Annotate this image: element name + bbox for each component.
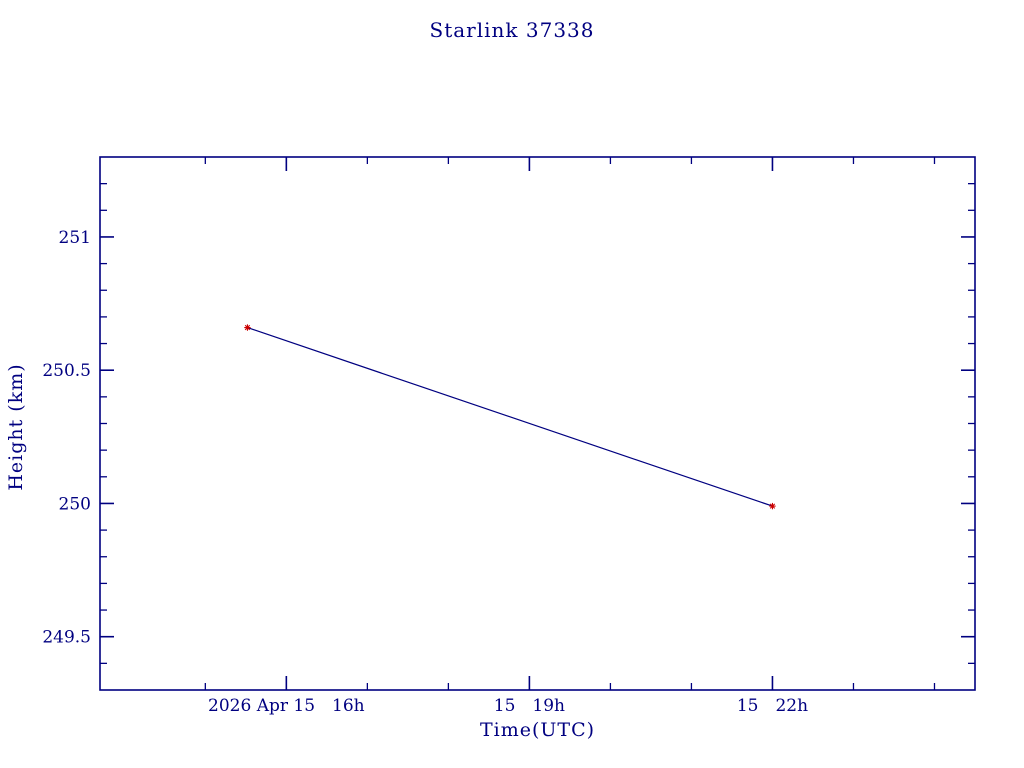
data-point-marker — [769, 503, 776, 509]
data-point-marker — [244, 324, 251, 331]
data-line — [247, 326, 773, 507]
x-tick-label: 2026 Apr 15 16h — [208, 696, 365, 716]
x-tick-label: 15 19h — [494, 696, 565, 716]
chart-title: Starlink 37338 — [429, 18, 595, 42]
y-tick-label: 251 — [59, 228, 91, 248]
y-tick-label: 250.5 — [42, 361, 91, 381]
y-axis-label: Height (km) — [5, 363, 27, 491]
y-tick-label: 250 — [59, 494, 91, 514]
x-axis-label: Time(UTC) — [479, 719, 596, 741]
plot-frame — [99, 156, 976, 691]
x-tick-label: 15 22h — [737, 696, 808, 716]
y-tick-label: 249.5 — [42, 628, 91, 648]
